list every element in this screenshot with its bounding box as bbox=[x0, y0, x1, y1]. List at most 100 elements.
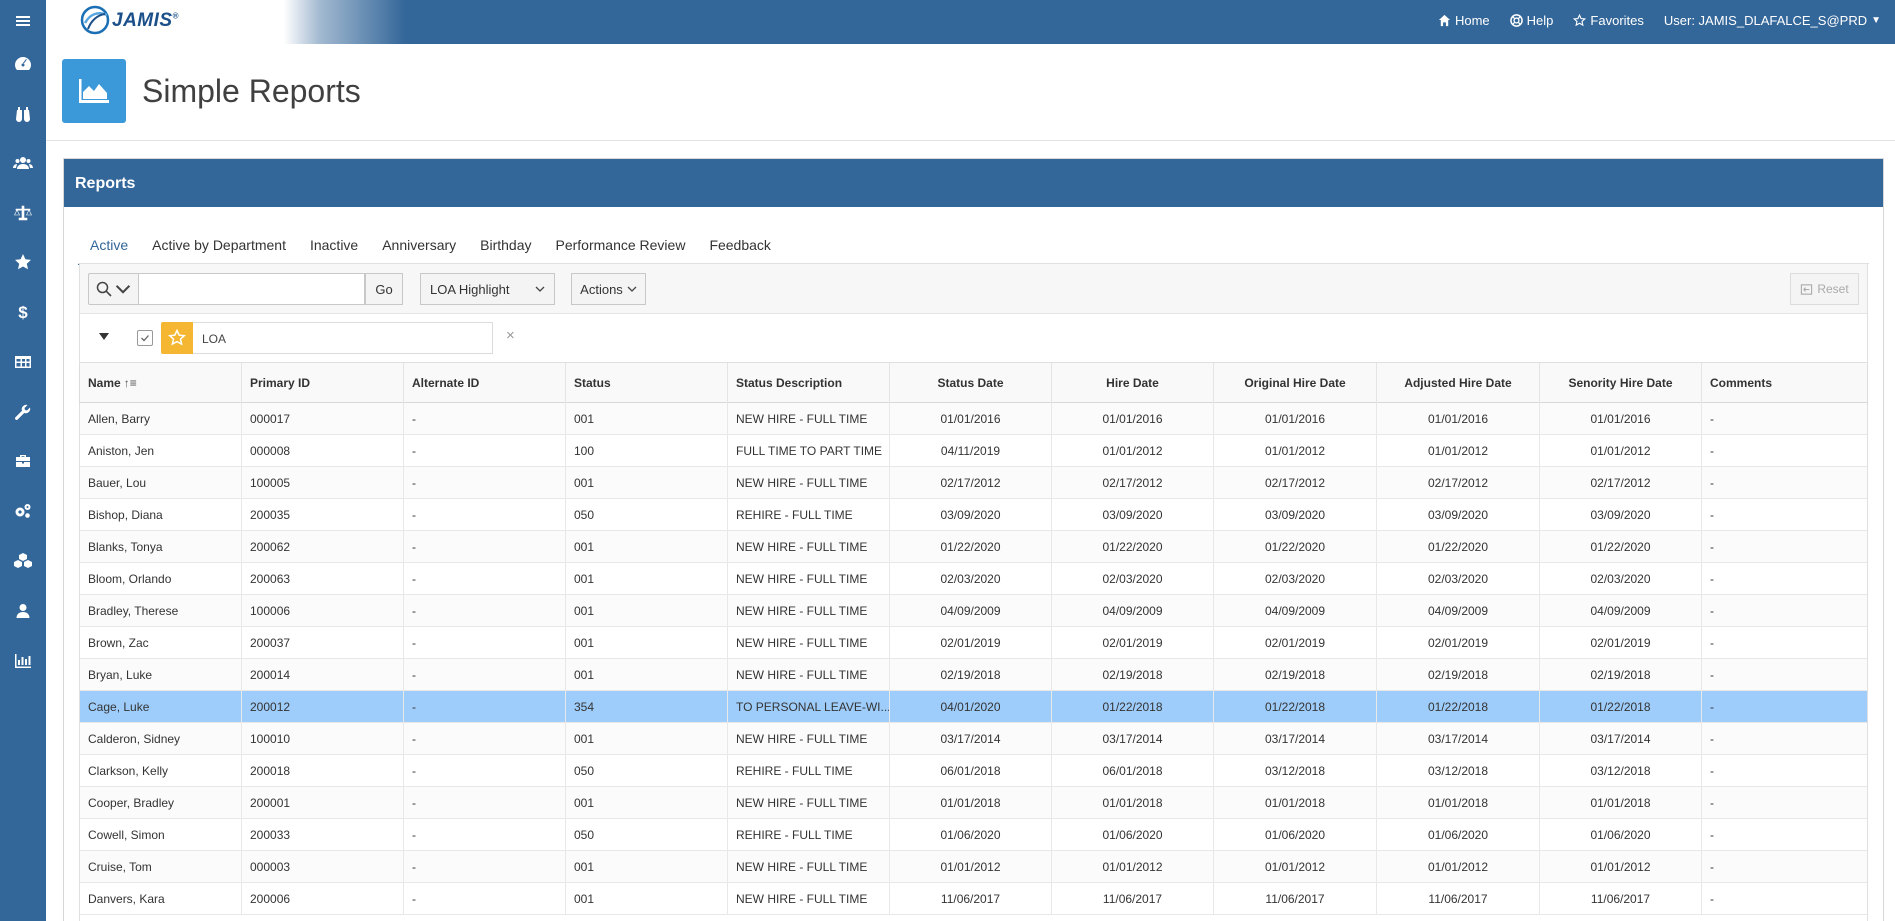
reset-button[interactable]: Reset bbox=[1790, 273, 1859, 305]
search-input[interactable] bbox=[138, 273, 365, 305]
sidebar-item-tables[interactable] bbox=[0, 342, 46, 382]
table-row[interactable]: Bryan, Luke 200014-001 NEW HIRE - FULL TIM… bbox=[80, 659, 1867, 691]
cell-alternate-id: - bbox=[404, 403, 566, 435]
sidebar-item-tools[interactable] bbox=[0, 392, 46, 432]
cell-name: Cage, Luke bbox=[80, 691, 242, 723]
table-row[interactable]: Calderon, Sidney 100010-001 NEW HIRE - FUL… bbox=[80, 723, 1867, 755]
cell-status-description: REHIRE - FULL TIME bbox=[728, 755, 890, 787]
tab-feedback[interactable]: Feedback bbox=[709, 237, 771, 253]
table-row[interactable]: Danvers, Kara 200006-001 NEW HIRE - FULL T… bbox=[80, 883, 1867, 915]
column-header-status-description[interactable]: Status Description bbox=[728, 363, 890, 403]
tab-active[interactable]: Active bbox=[78, 231, 141, 265]
tab-inactive[interactable]: Inactive bbox=[309, 237, 359, 253]
sidebar-item-settings[interactable] bbox=[0, 491, 46, 531]
remove-filter-button[interactable]: × bbox=[506, 327, 515, 344]
cell-alternate-id: - bbox=[404, 819, 566, 851]
cell-status-description: NEW HIRE - FULL TIME bbox=[728, 659, 890, 691]
column-header-comments[interactable]: Comments bbox=[1710, 376, 1773, 390]
home-link[interactable]: Home bbox=[1438, 13, 1490, 28]
sidebar-item-favorites[interactable] bbox=[0, 242, 46, 282]
favorites-link[interactable]: Favorites bbox=[1573, 13, 1644, 28]
table-row[interactable]: Aniston, Jen 000008-100 FULL TIME TO PART … bbox=[80, 435, 1867, 467]
table-row[interactable]: Cage, Luke 200012-354 TO PERSONAL LEAVE-WI… bbox=[80, 691, 1867, 723]
globe-logo-icon bbox=[80, 5, 110, 35]
sidebar-item-modules[interactable] bbox=[0, 541, 46, 581]
table-row[interactable]: Cruise, Tom 000003-001 NEW HIRE - FULL TIM… bbox=[80, 851, 1867, 883]
cell-comments: - bbox=[1710, 508, 1714, 522]
column-header-primary-id[interactable]: Primary ID bbox=[242, 363, 404, 403]
tab-anniversary[interactable]: Anniversary bbox=[382, 237, 457, 253]
cell-adjusted-hire-date: 01/01/2018 bbox=[1377, 787, 1540, 819]
cell-original-hire-date: 04/09/2009 bbox=[1214, 595, 1377, 627]
column-header-seniority-hire-date[interactable]: Senority Hire Date bbox=[1540, 363, 1702, 403]
tab-birthday[interactable]: Birthday bbox=[480, 237, 532, 253]
column-header-original-hire-date[interactable]: Original Hire Date bbox=[1214, 363, 1377, 403]
cell-comments: - bbox=[1710, 604, 1714, 618]
dollar-icon: $ bbox=[18, 303, 28, 322]
collapse-toggle-icon[interactable] bbox=[99, 333, 109, 340]
cell-status-description: NEW HIRE - FULL TIME bbox=[728, 531, 890, 563]
sidebar-item-compliance[interactable] bbox=[0, 193, 46, 233]
filter-enable-checkbox[interactable] bbox=[137, 330, 153, 346]
cell-adjusted-hire-date: 01/22/2018 bbox=[1377, 691, 1540, 723]
column-header-hire-date[interactable]: Hire Date bbox=[1052, 363, 1214, 403]
table-row[interactable]: Clarkson, Kelly 200018-050 REHIRE - FULL T… bbox=[80, 755, 1867, 787]
grid-body: Allen, Barry 000017-001 NEW HIRE - FULL TI… bbox=[80, 403, 1867, 915]
cell-seniority-hire-date: 01/01/2018 bbox=[1540, 787, 1702, 819]
sidebar-item-profile[interactable] bbox=[0, 591, 46, 631]
column-header-adjusted-hire-date[interactable]: Adjusted Hire Date bbox=[1377, 363, 1540, 403]
wrench-icon bbox=[15, 404, 31, 420]
table-row[interactable]: Allen, Barry 000017-001 NEW HIRE - FULL TI… bbox=[80, 403, 1867, 435]
sidebar-item-search[interactable] bbox=[0, 93, 46, 133]
table-row[interactable]: Blanks, Tonya 200062-001 NEW HIRE - FULL T… bbox=[80, 531, 1867, 563]
cell-hire-date: 01/06/2020 bbox=[1052, 819, 1214, 851]
table-row[interactable]: Cooper, Bradley 200001-001 NEW HIRE - FULL… bbox=[80, 787, 1867, 819]
cell-adjusted-hire-date: 11/06/2017 bbox=[1377, 883, 1540, 915]
cell-name: Brown, Zac bbox=[80, 627, 242, 659]
table-row[interactable]: Bauer, Lou 100005-001 NEW HIRE - FULL TIME… bbox=[80, 467, 1867, 499]
sidebar-item-dashboard[interactable] bbox=[0, 44, 46, 84]
cell-primary-id: 200035 bbox=[242, 499, 404, 531]
cell-status-description: NEW HIRE - FULL TIME bbox=[728, 563, 890, 595]
column-header-alternate-id[interactable]: Alternate ID bbox=[404, 363, 566, 403]
column-header-status-date[interactable]: Status Date bbox=[890, 363, 1052, 403]
cell-primary-id: 100010 bbox=[242, 723, 404, 755]
cell-hire-date: 01/01/2016 bbox=[1052, 403, 1214, 435]
sidebar-item-employees[interactable] bbox=[0, 143, 46, 183]
column-header-name[interactable]: Name ↑≡ bbox=[80, 363, 242, 403]
go-button[interactable]: Go bbox=[365, 273, 403, 305]
table-row[interactable]: Brown, Zac 200037-001 NEW HIRE - FULL TIME… bbox=[80, 627, 1867, 659]
saved-report-value: LOA Highlight bbox=[430, 281, 510, 297]
cell-status-description: NEW HIRE - FULL TIME bbox=[728, 883, 890, 915]
cell-status: 001 bbox=[566, 659, 728, 691]
chevron-down-icon bbox=[535, 286, 545, 292]
column-header-status[interactable]: Status bbox=[566, 363, 728, 403]
sidebar-item-jobs[interactable] bbox=[0, 441, 46, 481]
menu-toggle-button[interactable] bbox=[0, 1, 46, 41]
logo[interactable]: JAMIS® bbox=[46, 0, 406, 44]
actions-menu-button[interactable]: Actions bbox=[571, 273, 646, 305]
saved-report-select[interactable]: LOA Highlight bbox=[420, 273, 555, 305]
help-link[interactable]: Help bbox=[1509, 13, 1553, 28]
table-row[interactable]: Bradley, Therese 100006-001 NEW HIRE - FUL… bbox=[80, 595, 1867, 627]
table-row[interactable]: Bishop, Diana 200035-050 REHIRE - FULL TIM… bbox=[80, 499, 1867, 531]
cell-primary-id: 100005 bbox=[242, 467, 404, 499]
tab-active-by-department[interactable]: Active by Department bbox=[152, 237, 286, 253]
cell-status-date: 01/01/2016 bbox=[890, 403, 1052, 435]
sidebar-item-reports[interactable] bbox=[0, 641, 46, 681]
cell-status: 050 bbox=[566, 755, 728, 787]
table-row[interactable]: Bloom, Orlando 200063-001 NEW HIRE - FULL … bbox=[80, 563, 1867, 595]
cell-adjusted-hire-date: 01/01/2012 bbox=[1377, 851, 1540, 883]
cell-adjusted-hire-date: 03/17/2014 bbox=[1377, 723, 1540, 755]
cell-status-date: 02/17/2012 bbox=[890, 467, 1052, 499]
users-icon bbox=[13, 157, 33, 169]
user-menu[interactable]: User: JAMIS_DLAFALCE_S@PRD ▼ bbox=[1664, 13, 1881, 28]
highlight-filter-name[interactable]: LOA bbox=[193, 322, 493, 354]
search-column-button[interactable] bbox=[88, 273, 138, 305]
sidebar-item-payroll[interactable]: $ bbox=[0, 292, 46, 332]
cell-primary-id: 000003 bbox=[242, 851, 404, 883]
tab-performance-review[interactable]: Performance Review bbox=[555, 237, 686, 253]
table-row[interactable]: Cowell, Simon 200033-050 REHIRE - FULL TIM… bbox=[80, 819, 1867, 851]
star-icon bbox=[15, 254, 31, 270]
cell-hire-date: 01/22/2018 bbox=[1052, 691, 1214, 723]
